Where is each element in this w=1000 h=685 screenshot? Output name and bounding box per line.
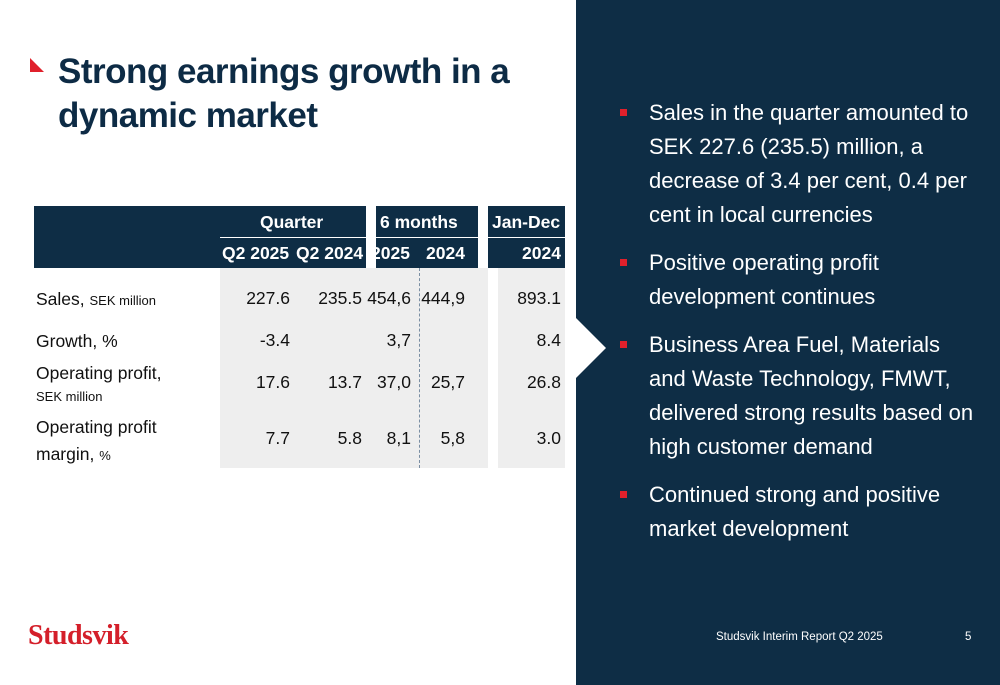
- cell-q2-2024: 235.5: [318, 288, 362, 308]
- cell-fy-2024: 8.4: [536, 330, 561, 350]
- header-h-2025: 2025: [371, 243, 410, 263]
- header-six-months: 6 months: [380, 212, 458, 232]
- table-row-label: Growth, %: [36, 330, 118, 352]
- row-label-unit: %: [99, 448, 111, 463]
- cell-q2-2025: -3.4: [259, 330, 290, 350]
- table-row-label: Sales, SEK million: [36, 288, 156, 312]
- cell-q2-2025: 7.7: [265, 428, 290, 448]
- bullet-list: Sales in the quarter amounted to SEK 227…: [620, 96, 980, 560]
- cell-h-2025: 3,7: [386, 330, 411, 350]
- table-row-label: Operating profit margin, %: [36, 414, 157, 469]
- header-quarter: Quarter: [260, 212, 324, 232]
- row-label-text: Growth, %: [36, 331, 118, 351]
- row-label-unit: SEK million: [36, 389, 103, 404]
- financial-table: Quarter 6 months Jan-Dec Q2 2025 Q2 2024…: [34, 206, 565, 468]
- header-h-2024: 2024: [426, 243, 465, 263]
- table-body-bg: [220, 268, 488, 468]
- row-label-text: Sales,: [36, 289, 85, 309]
- cell-q2-2024: 13.7: [327, 372, 362, 392]
- header-gap: [478, 206, 488, 268]
- bullet-item: Continued strong and positive market dev…: [620, 478, 980, 546]
- cell-q2-2025: 227.6: [246, 288, 290, 308]
- bullet-text: Sales in the quarter amounted to SEK 227…: [649, 100, 969, 227]
- header-rule: [488, 237, 565, 238]
- bullet-item: Positive operating profit development co…: [620, 246, 980, 314]
- cell-h-2024: 5,8: [440, 428, 465, 448]
- cell-h-2025: 8,1: [386, 428, 411, 448]
- arrow-right-icon: [576, 318, 606, 378]
- table-row-label: Operating profit, SEK million: [36, 362, 161, 408]
- row-label-text: Operating profit: [36, 417, 157, 437]
- header-rule: [376, 237, 478, 238]
- cell-h-2024: 25,7: [430, 372, 465, 392]
- header-q2-2024: Q2 2024: [296, 243, 364, 263]
- table-body-bg: [498, 268, 565, 468]
- bullet-square-icon: [620, 259, 627, 266]
- header-fy-2024: 2024: [522, 243, 561, 263]
- footer-report-name: Studsvik Interim Report Q2 2025: [716, 631, 883, 643]
- header-gap: [366, 206, 376, 268]
- bullet-square-icon: [620, 491, 627, 498]
- cell-q2-2025: 17.6: [255, 372, 290, 392]
- page-number: 5: [965, 631, 972, 643]
- cell-q2-2024: 5.8: [337, 428, 362, 448]
- slide-title: Strong earnings growth in a dynamic mark…: [58, 52, 510, 135]
- row-label-text: Operating profit,: [36, 363, 162, 383]
- bullet-square-icon: [620, 109, 627, 116]
- bullet-text: Business Area Fuel, Materials and Waste …: [649, 332, 974, 459]
- row-label-unit: SEK million: [89, 293, 156, 308]
- cell-h-2024: 444,9: [421, 288, 465, 308]
- cell-fy-2024: 893.1: [517, 288, 561, 308]
- bullet-text: Continued strong and positive market dev…: [649, 482, 941, 541]
- bullet-item: Sales in the quarter amounted to SEK 227…: [620, 96, 980, 232]
- bullet-square-icon: [620, 341, 627, 348]
- cell-h-2025: 37,0: [376, 372, 411, 392]
- header-jan-dec: Jan-Dec: [492, 212, 561, 232]
- cell-h-2025: 454,6: [367, 288, 411, 308]
- row-label-text: margin,: [36, 444, 95, 464]
- table-header: Quarter 6 months Jan-Dec Q2 2025 Q2 2024…: [34, 206, 565, 268]
- header-q2-2025: Q2 2025: [222, 243, 290, 263]
- cell-fy-2024: 26.8: [526, 372, 561, 392]
- studsvik-logo: Studsvik: [28, 620, 129, 651]
- column-divider: [419, 268, 420, 468]
- bullet-item: Business Area Fuel, Materials and Waste …: [620, 328, 980, 464]
- title-marker-icon: [30, 58, 44, 72]
- slide-right-panel: [576, 0, 1000, 685]
- bullet-text: Positive operating profit development co…: [649, 250, 879, 309]
- header-rule: [220, 237, 366, 238]
- cell-fy-2024: 3.0: [536, 428, 561, 448]
